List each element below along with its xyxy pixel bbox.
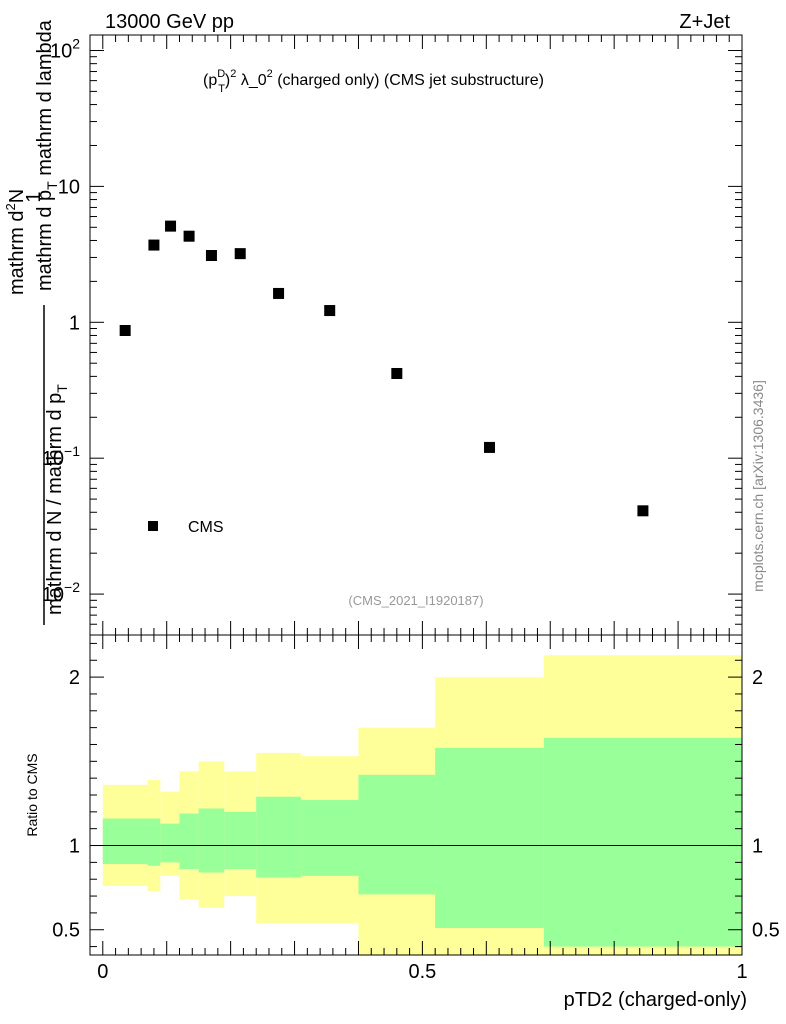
main-y-tick-label: 102 xyxy=(50,35,80,62)
svg-text:mathrm d N / mathrm d pT: mathrm d N / mathrm d pT xyxy=(44,384,70,615)
cms-data-point xyxy=(119,325,131,337)
ratio-inner-band xyxy=(435,747,544,929)
ratio-inner-band xyxy=(147,818,161,866)
main-y-tick-label: 1 xyxy=(69,312,80,334)
main-y-axis-label: 1 mathrm d N / mathrm d pT mathrm d2N ma… xyxy=(3,19,70,625)
x-axis-label: pTD2 (charged-only) xyxy=(564,989,747,1011)
ratio-inner-band xyxy=(179,813,199,870)
cms-data-point xyxy=(324,305,336,317)
x-axis xyxy=(102,35,743,955)
legend-cms-marker xyxy=(148,521,158,531)
main-y-tick-labels: 10−2 10−1 1 10 102 xyxy=(42,35,80,606)
main-y-axis xyxy=(90,49,742,636)
svg-text:1: 1 xyxy=(23,191,45,202)
main-plot-frame xyxy=(89,34,743,636)
cms-data-point xyxy=(391,367,403,379)
ratio-y-tick-label-left: 2 xyxy=(69,667,80,689)
cms-data-point xyxy=(273,287,285,299)
svg-text:mathrm d2N: mathrm d2N xyxy=(3,189,28,295)
ratio-y-tick-labels: 0.5 0.5 1 1 2 2 xyxy=(52,667,780,942)
ratio-inner-band xyxy=(224,811,257,870)
main-y-tick-label: 10−1 xyxy=(42,443,80,470)
ratio-y-tick-label-left: 1 xyxy=(69,836,80,858)
cms-data-point xyxy=(637,505,649,517)
cms-data-point xyxy=(234,248,246,260)
ratio-inner-band xyxy=(160,823,180,863)
cms-data-point xyxy=(165,220,177,232)
source-side-label: mcplots.cern.ch [arXiv:1306.3436] xyxy=(750,380,766,592)
energy-label: 13000 GeV pp xyxy=(105,11,234,33)
plot-title: (pD T)2 λ_02 (charged only) (CMS jet subs… xyxy=(203,68,544,95)
svg-text:mathrm d pT mathrm d lambda: mathrm d pT mathrm d lambda xyxy=(34,19,60,291)
ratio-inner-band xyxy=(256,796,301,878)
ratio-y-tick-label-left: 0.5 xyxy=(52,920,80,942)
ratio-inner-band xyxy=(198,808,225,873)
cms-data-point xyxy=(484,441,496,453)
ratio-y-tick-label-right: 2 xyxy=(752,667,763,689)
x-tick-label: 1 xyxy=(736,961,747,983)
cms-data-point xyxy=(183,230,195,242)
process-label: Z+Jet xyxy=(679,11,730,33)
ratio-y-tick-label-right: 0.5 xyxy=(752,920,780,942)
ratio-inner-band xyxy=(358,774,436,895)
ratio-inner-band xyxy=(300,800,359,876)
ratio-inner-band xyxy=(543,737,742,947)
x-tick-label: 0 xyxy=(97,961,108,983)
x-tick-labels: 0 0.5 1 xyxy=(97,961,747,983)
analysis-id: (CMS_2021_I1920187) xyxy=(348,593,483,608)
ratio-y-axis-label: Ratio to CMS xyxy=(24,753,40,836)
ratio-bands xyxy=(102,655,742,955)
x-tick-label: 0.5 xyxy=(408,961,436,983)
ratio-y-tick-label-right: 1 xyxy=(752,836,763,858)
ratio-y-axis xyxy=(90,642,742,948)
cms-data-point xyxy=(205,250,217,262)
main-y-tick-label: 10 xyxy=(58,176,80,198)
cms-data-point xyxy=(148,239,160,251)
ratio-inner-band xyxy=(102,818,148,865)
cms-data-points xyxy=(119,220,649,517)
legend-cms-label: CMS xyxy=(188,519,224,536)
main-y-tick-label: 10−2 xyxy=(42,579,80,606)
